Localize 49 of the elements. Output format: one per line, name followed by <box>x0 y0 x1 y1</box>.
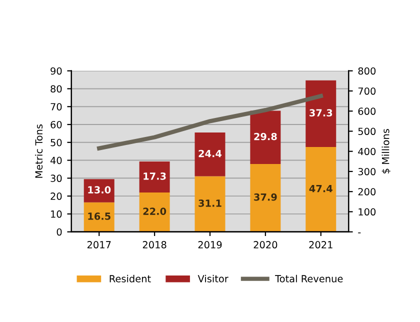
legend-label: Resident <box>110 274 151 282</box>
legend-label: Total Revenue <box>275 274 343 282</box>
y2-tick-label: 800 <box>358 67 376 75</box>
y2-tick-label: 600 <box>358 108 376 115</box>
y2-tick-label: 200 <box>358 188 376 196</box>
y2-tick-label: 400 <box>358 148 376 156</box>
bar <box>306 80 336 148</box>
y2-tick-label: 300 <box>358 168 376 176</box>
data-label: 37.9 <box>254 193 277 201</box>
y-tick-label: 60 <box>50 120 62 128</box>
y-tick-label: 30 <box>50 174 62 182</box>
x-tick-label: 2021 <box>309 241 332 248</box>
y-tick-label: 80 <box>50 85 62 93</box>
bar <box>194 132 226 176</box>
y-axis-title: Metric Tons <box>35 124 43 178</box>
y2-tick-label: - <box>358 232 361 234</box>
y2-axis-title: $ Millions <box>382 128 391 174</box>
bar <box>139 192 170 232</box>
y-tick-label: 20 <box>50 192 62 200</box>
bar <box>139 162 170 192</box>
data-label: 22.0 <box>143 208 166 215</box>
y2-tick-label: 500 <box>358 128 376 136</box>
bar <box>84 179 114 202</box>
bar <box>250 110 281 164</box>
bar <box>194 176 226 232</box>
bar <box>306 147 336 232</box>
y2-tick-label: 100 <box>358 208 376 216</box>
y-tick-label: 10 <box>51 210 62 218</box>
y-tick-label: 40 <box>50 156 62 164</box>
legend-label: Visitor <box>198 274 228 282</box>
x-tick-label: 2017 <box>87 241 111 248</box>
y-tick-label: 50 <box>50 138 62 146</box>
y-tick-label: 0 <box>56 228 62 236</box>
bar <box>250 164 281 232</box>
x-tick-label: 2020 <box>254 241 278 248</box>
y-tick-label: 70 <box>50 103 62 110</box>
y-tick-label: 90 <box>50 67 62 75</box>
data-label: 16.5 <box>88 212 110 220</box>
data-label: 31.1 <box>198 199 222 207</box>
data-label: 29.8 <box>254 132 277 140</box>
data-label: 24.4 <box>198 150 222 158</box>
data-label: 13.0 <box>88 186 111 194</box>
x-tick-label: 2019 <box>198 241 222 248</box>
data-label: 47.4 <box>309 185 332 192</box>
data-label: 17.3 <box>144 172 166 180</box>
x-tick-label: 2018 <box>142 241 166 248</box>
bar <box>84 202 114 232</box>
y2-tick-label: 700 <box>358 87 376 95</box>
data-label: 37.3 <box>310 109 332 117</box>
